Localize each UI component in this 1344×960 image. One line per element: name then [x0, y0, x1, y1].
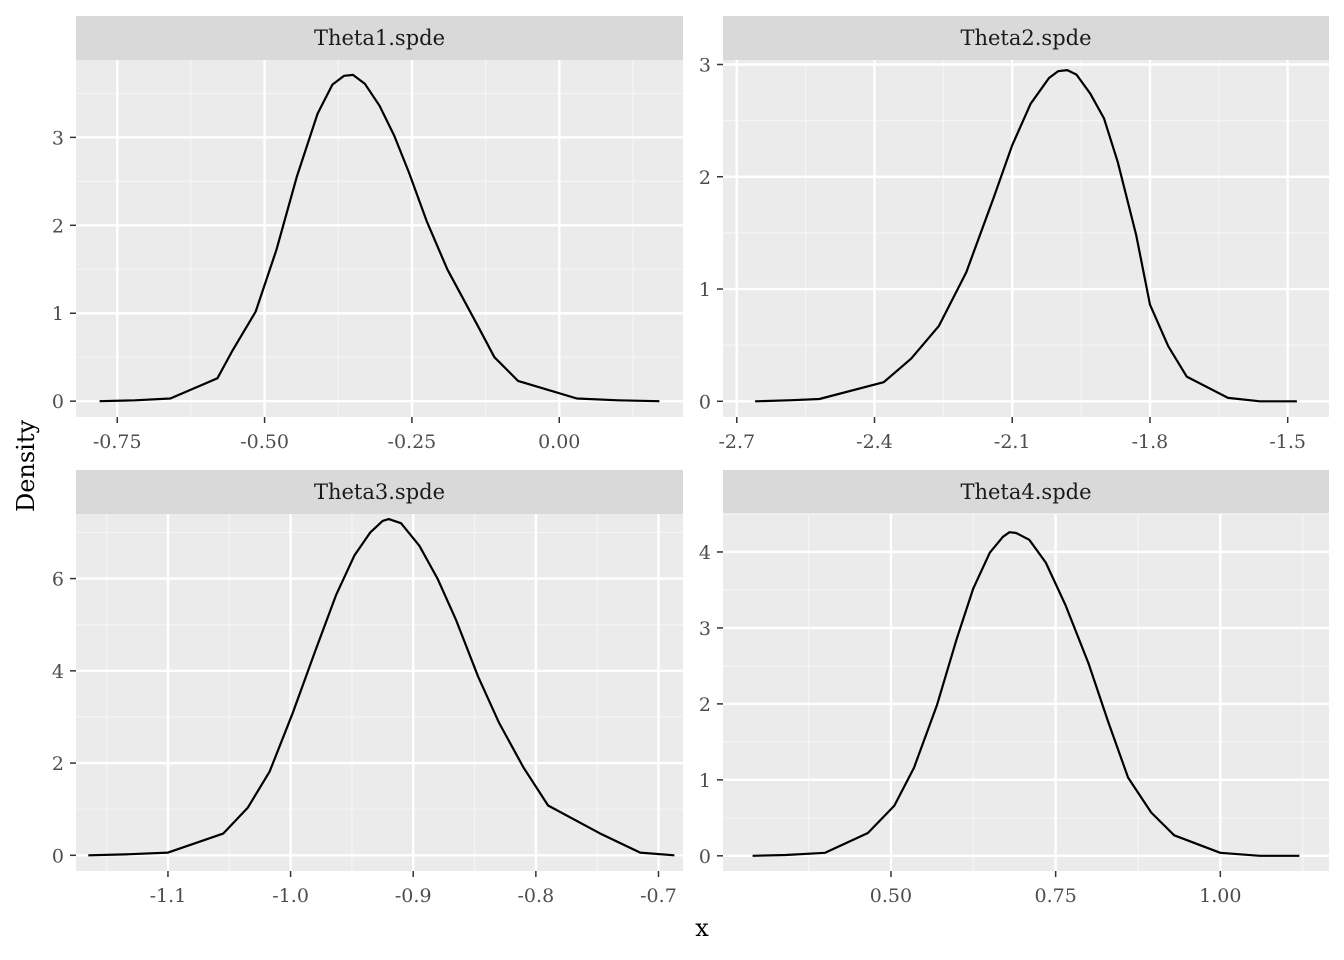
panel-background — [76, 514, 683, 871]
x-tick-label: -0.75 — [93, 431, 142, 453]
facet-panel: Theta2.spde -2.7 -2.4 -2.1 -1.8 -1.5 0 1 2 3 — [699, 16, 1329, 453]
y-tick-label: 3 — [699, 618, 711, 640]
y-tick-label: 0 — [699, 846, 711, 868]
x-tick-label: 0.00 — [538, 431, 580, 453]
x-tick-label: -1.0 — [272, 885, 309, 907]
facet-panel: Theta3.spde -1.1 -1.0 -0.9 -0.8 -0.7 0 2 4 6 — [52, 470, 683, 907]
y-axis-title: Density — [12, 420, 40, 513]
facet-strip-label: Theta3.spde — [314, 480, 445, 504]
y-tick-label: 4 — [699, 542, 711, 564]
facet-panel: Theta4.spde 0.50 0.75 1.00 0 1 2 3 4 — [699, 470, 1329, 907]
x-tick-label: -0.9 — [395, 885, 432, 907]
density-line — [88, 517, 675, 857]
y-tick-label: 6 — [52, 569, 64, 591]
facet-strip — [723, 470, 1329, 514]
density-line — [99, 73, 660, 403]
facet-strip-label: Theta4.spde — [960, 480, 1091, 504]
x-tick-label: -1.5 — [1269, 431, 1306, 453]
panel-background — [76, 60, 683, 417]
x-tick-label: -1.8 — [1132, 431, 1169, 453]
x-axis-title: x — [695, 914, 709, 942]
y-tick-label: 2 — [699, 694, 711, 716]
panel-background — [723, 60, 1329, 417]
x-tick-label: -0.8 — [518, 885, 555, 907]
x-tick-label: 0.50 — [870, 885, 912, 907]
facet-strip — [723, 16, 1329, 60]
y-tick-label: 2 — [52, 753, 64, 775]
facet-strip-label: Theta1.spde — [314, 26, 445, 50]
x-tick-label: -1.1 — [150, 885, 187, 907]
x-tick-label: -2.4 — [856, 431, 893, 453]
y-tick-label: 2 — [699, 167, 711, 189]
x-tick-label: 0.75 — [1034, 885, 1076, 907]
y-tick-label: 1 — [699, 279, 711, 301]
density-line — [752, 531, 1300, 857]
facet-strip — [76, 470, 683, 514]
y-tick-label: 1 — [699, 770, 711, 792]
facet-panels: Theta1.spde-0.75 -0.50 -0.25 0.000123Theta2… — [52, 16, 1329, 907]
y-tick-label: 1 — [52, 303, 64, 325]
panel-background — [723, 514, 1329, 871]
facet-strip — [76, 16, 683, 60]
y-tick-label: 3 — [699, 54, 711, 76]
facet-strip-label: Theta2.spde — [960, 26, 1091, 50]
density-line — [755, 68, 1297, 403]
x-tick-label: -0.25 — [388, 431, 437, 453]
x-tick-label: -0.7 — [640, 885, 677, 907]
facet-panel: Theta1.spde -0.75 -0.50 -0.25 0.00 0 1 2 3 — [52, 16, 683, 453]
x-tick-label: -2.1 — [994, 431, 1031, 453]
y-tick-label: 3 — [52, 127, 64, 149]
y-tick-label: 4 — [52, 661, 64, 683]
y-tick-label: 0 — [699, 391, 711, 413]
x-tick-label: 1.00 — [1199, 885, 1241, 907]
y-tick-label: 0 — [52, 391, 64, 413]
y-tick-label: 2 — [52, 215, 64, 237]
x-tick-label: -2.7 — [718, 431, 755, 453]
y-tick-label: 0 — [52, 845, 64, 867]
x-tick-label: -0.50 — [240, 431, 289, 453]
